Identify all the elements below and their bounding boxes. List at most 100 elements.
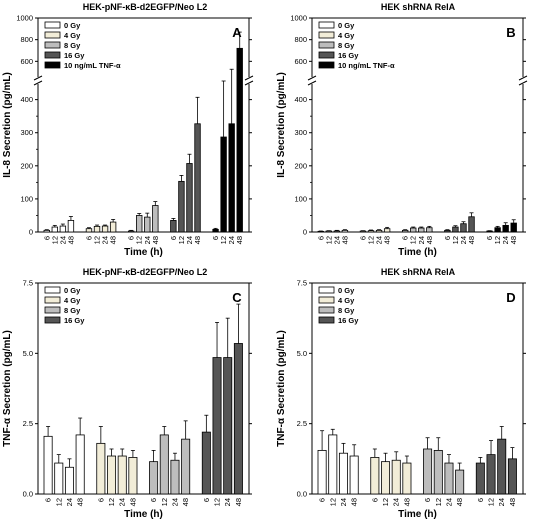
- bar: [418, 227, 425, 233]
- bar: [170, 459, 180, 495]
- legend-label: 0 Gy: [338, 21, 355, 30]
- legend-swatch: [44, 296, 61, 304]
- legend-swatch: [318, 21, 335, 29]
- bar: [402, 462, 412, 495]
- legend-label: 0 Gy: [338, 286, 355, 295]
- x-tick-label: 12: [451, 236, 460, 244]
- x-tick-label: 12: [160, 498, 169, 506]
- y-tick-label: 300: [294, 128, 307, 137]
- x-tick-label: 12: [50, 236, 59, 244]
- axis-break-gap: [34, 77, 42, 84]
- bar: [223, 357, 233, 495]
- legend-label: 16 Gy: [338, 316, 359, 325]
- x-tick-label: 24: [417, 236, 426, 244]
- x-tick-label: 6: [370, 498, 379, 502]
- y-tick-label: 200: [20, 161, 33, 170]
- legend-swatch: [318, 31, 335, 39]
- x-tick-label: 6: [202, 498, 211, 502]
- legend-label: 10 ng/mL TNF-α: [64, 61, 121, 70]
- bar: [128, 457, 138, 495]
- x-tick-label: 6: [96, 498, 105, 502]
- x-tick-label: 48: [66, 236, 75, 244]
- y-tick-label: 600: [20, 57, 33, 66]
- bar: [375, 229, 383, 233]
- bar: [486, 230, 493, 233]
- y-tick-label: 600: [294, 57, 307, 66]
- bar: [460, 223, 467, 233]
- x-tick-label: 6: [127, 236, 136, 240]
- y-axis-label: IL-8 Secretion (pg/mL): [2, 72, 13, 178]
- legend-swatch: [44, 286, 61, 294]
- bar: [43, 229, 50, 233]
- legend-swatch: [44, 61, 61, 69]
- legend-swatch: [44, 21, 61, 29]
- legend-swatch: [318, 41, 335, 49]
- x-tick-label: 24: [101, 236, 110, 244]
- bar: [423, 448, 433, 495]
- bar: [370, 457, 380, 495]
- bar: [96, 442, 106, 495]
- y-tick-label: 200: [294, 161, 307, 170]
- bar: [349, 455, 359, 495]
- x-tick-label: 6: [423, 498, 432, 502]
- x-tick-label: 48: [467, 236, 476, 244]
- bar: [127, 230, 135, 233]
- y-tick-label: 2.5: [297, 419, 307, 428]
- y-tick-label: 300: [20, 128, 33, 137]
- bar: [149, 461, 159, 495]
- x-tick-label: 6: [149, 498, 158, 502]
- chart-title: HEK shRNA RelA: [381, 2, 456, 12]
- legend-swatch: [318, 51, 335, 59]
- y-tick-label: 2.5: [23, 419, 33, 428]
- y-tick-label: 5.0: [297, 349, 307, 358]
- axis-break-mark: [307, 80, 317, 86]
- bar: [497, 438, 507, 495]
- legend-swatch: [44, 306, 61, 314]
- bar: [383, 228, 391, 233]
- bar: [85, 228, 93, 233]
- bar: [338, 452, 348, 495]
- x-tick-label: 48: [350, 498, 359, 506]
- x-tick-label: 12: [409, 236, 418, 244]
- x-tick-label: 6: [476, 498, 485, 502]
- x-axis-label: Time (h): [398, 247, 437, 258]
- x-tick-label: 6: [318, 498, 327, 502]
- x-tick-label: 12: [367, 236, 376, 244]
- x-tick-label: 12: [381, 498, 390, 506]
- chart-title: HEK-pNF-κB-d2EGFP/Neo L2: [83, 267, 208, 277]
- bar: [228, 123, 235, 233]
- bar: [43, 435, 53, 495]
- bar: [475, 462, 485, 495]
- chart-title: HEK shRNA RelA: [381, 267, 456, 277]
- bar: [186, 163, 193, 233]
- x-tick-label: 48: [151, 236, 160, 244]
- x-tick-label: 12: [493, 236, 502, 244]
- legend-swatch: [318, 316, 335, 324]
- bar: [328, 434, 338, 495]
- bar: [359, 230, 367, 233]
- x-tick-label: 6: [42, 236, 51, 240]
- x-tick-label: 6: [84, 236, 93, 240]
- x-tick-label: 24: [392, 498, 401, 506]
- legend-swatch: [318, 286, 335, 294]
- legend-label: 4 Gy: [64, 31, 81, 40]
- y-tick-label: 800: [294, 35, 307, 44]
- bar: [367, 230, 375, 233]
- x-tick-label: 48: [235, 236, 244, 244]
- y-tick-label: 400: [294, 95, 307, 104]
- bar: [502, 224, 509, 233]
- bar: [333, 230, 341, 233]
- y-tick-label: 7.5: [23, 279, 33, 288]
- chart-panel-d: 0.02.55.07.56 12 24 48 6 12 24 48 6 12 24 48 6 12 24 48…: [276, 267, 526, 520]
- bar: [136, 215, 143, 233]
- bar: [67, 220, 75, 233]
- bar: [109, 221, 117, 233]
- bar: [194, 123, 201, 233]
- x-tick-label: 6: [358, 236, 367, 240]
- panel-letter: D: [506, 290, 515, 305]
- legend-label: 10 ng/mL TNF-α: [338, 61, 395, 70]
- legend-label: 4 Gy: [338, 296, 355, 305]
- x-tick-label: 6: [401, 236, 410, 240]
